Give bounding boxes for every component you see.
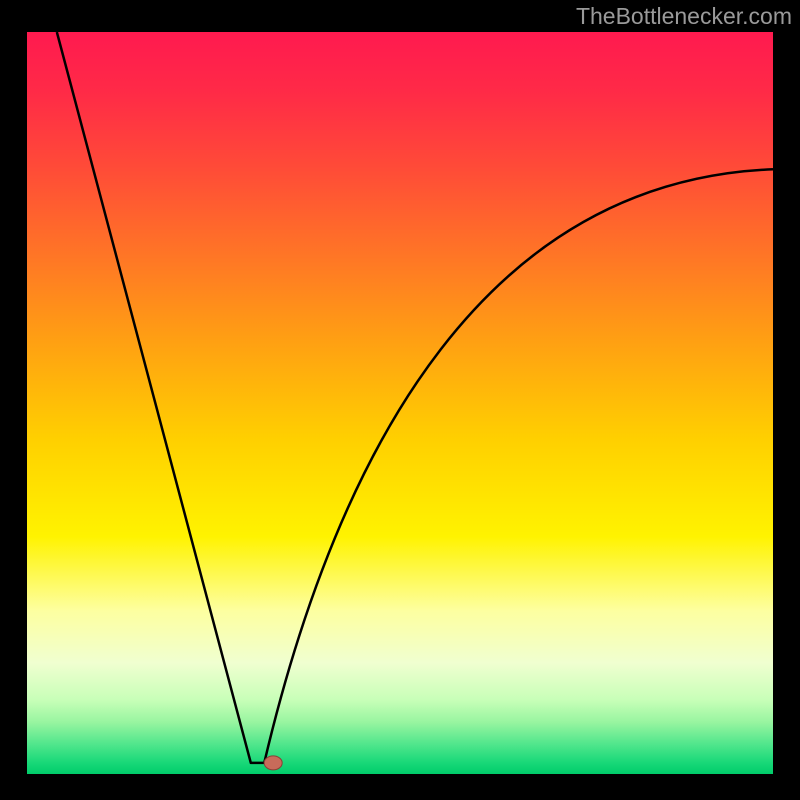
bottleneck-curve: [27, 32, 773, 774]
plot-area: [27, 32, 773, 774]
chart-container: TheBottlenecker.com: [0, 0, 800, 800]
watermark-text: TheBottlenecker.com: [576, 3, 792, 30]
curve-path: [57, 32, 773, 763]
minimum-marker: [264, 756, 282, 770]
